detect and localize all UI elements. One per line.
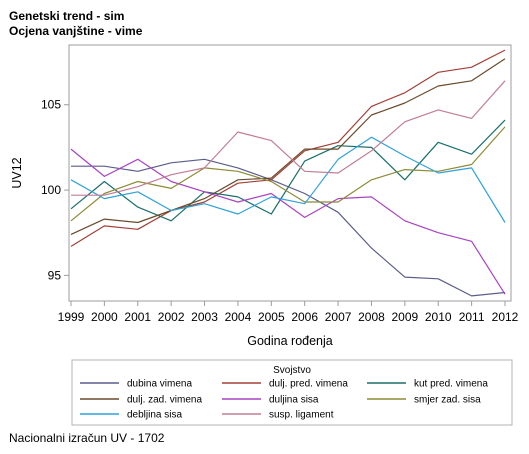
y-axis-label: UV12	[10, 157, 24, 188]
x-tick-label: 2003	[191, 310, 218, 324]
legend-item: kut pred. vimena	[367, 379, 488, 390]
chart-title-line1: Genetski trend - sim	[9, 9, 125, 23]
series-line-3	[70, 119, 506, 222]
legend-frame	[71, 359, 513, 426]
x-tick-label: 2007	[325, 310, 352, 324]
plot-area-frame	[68, 44, 512, 302]
legend: Svojstvo dubina vimena dulj. pred. vimena…	[71, 359, 513, 426]
legend-item: dulj. zad. vimena	[80, 395, 202, 406]
legend-label: dulj. pred. vimena	[269, 379, 348, 390]
y-tick-label: 95	[48, 268, 62, 282]
x-tick-label: 2012	[492, 310, 519, 324]
x-axis-label: Godina rođenja	[247, 334, 333, 348]
x-tick-label: 2001	[124, 310, 151, 324]
legend-label: kut pred. vimena	[414, 379, 488, 390]
series-line-5	[70, 148, 506, 295]
series-line-8	[71, 80, 506, 196]
series-lines	[70, 49, 506, 297]
legend-item: dubina vimena	[80, 379, 192, 390]
x-tick-label: 2011	[459, 310, 485, 324]
series-line-4	[70, 58, 506, 235]
y-tick-label: 105	[41, 98, 61, 112]
legend-item: debljina sisa	[80, 410, 182, 421]
footnote: Nacionalni izračun UV - 1702	[9, 431, 165, 445]
y-axis: 95 100 105	[41, 98, 69, 282]
series-line-1	[71, 158, 506, 297]
legend-title: Svojstvo	[273, 365, 311, 376]
legend-label: dubina vimena	[127, 379, 192, 390]
chart-titles: Genetski trend - sim Ocjena vanjštine - …	[9, 9, 142, 39]
legend-label: duljina sisa	[269, 395, 319, 406]
x-tick-label: 1999	[58, 310, 85, 324]
x-tick-label: 2009	[391, 310, 418, 324]
x-tick-label: 2002	[158, 310, 185, 324]
x-tick-label: 2010	[425, 310, 452, 324]
x-tick-label: 2005	[258, 310, 285, 324]
series-line-7	[70, 136, 506, 223]
x-tick-label: 2006	[291, 310, 318, 324]
series-line-6	[70, 126, 506, 222]
x-tick-label: 2000	[91, 310, 118, 324]
legend-item: duljina sisa	[222, 395, 319, 406]
legend-label: debljina sisa	[127, 410, 182, 421]
legend-label: susp. ligament	[269, 410, 334, 421]
legend-label: dulj. zad. vimena	[127, 395, 202, 406]
legend-item: susp. ligament	[222, 410, 334, 421]
chart-title-line2: Ocjena vanjštine - vime	[9, 24, 143, 38]
legend-item: dulj. pred. vimena	[222, 379, 348, 390]
x-tick-label: 2008	[358, 310, 385, 324]
series-line-2	[70, 49, 506, 247]
legend-label: smjer zad. sisa	[414, 395, 481, 406]
x-tick-label: 2004	[225, 310, 252, 324]
y-tick-label: 100	[41, 183, 61, 197]
legend-item: smjer zad. sisa	[367, 395, 481, 406]
x-axis: 1999 2000 2001 2002 2003 2004 2005 2006 2007 2008…	[58, 301, 519, 324]
